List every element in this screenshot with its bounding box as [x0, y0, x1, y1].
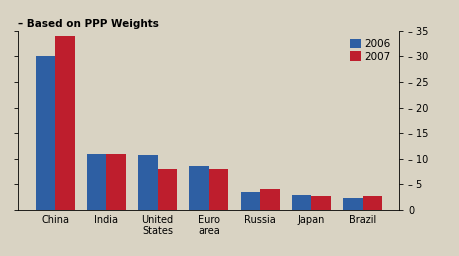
Bar — [292, 195, 311, 210]
Bar — [138, 155, 157, 210]
Bar — [241, 192, 260, 210]
Bar — [157, 169, 177, 210]
Bar — [311, 196, 331, 210]
Bar — [106, 154, 126, 210]
Legend: 2006, 2007: 2006, 2007 — [347, 36, 394, 65]
Bar — [36, 56, 55, 210]
Bar — [343, 198, 363, 210]
Bar — [209, 169, 228, 210]
Bar — [190, 166, 209, 210]
Bar — [260, 189, 280, 210]
Text: – Based on PPP Weights: – Based on PPP Weights — [18, 18, 159, 29]
Bar — [55, 36, 75, 210]
Bar — [363, 196, 382, 210]
Bar — [87, 154, 106, 210]
